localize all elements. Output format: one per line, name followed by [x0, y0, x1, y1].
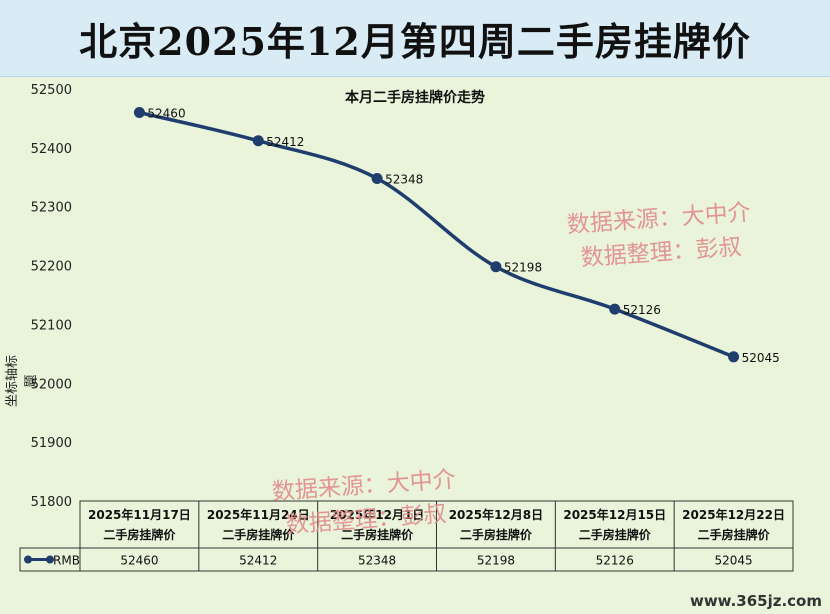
y-tick-label: 52000 — [31, 377, 72, 392]
data-point — [252, 135, 264, 147]
legend-marker — [24, 555, 32, 564]
site-watermark: www.365jz.com — [689, 592, 822, 610]
page-title: 北京2025年12月第四周二手房挂牌价 — [0, 0, 830, 77]
series-line — [137, 110, 736, 359]
x-tick-label-name: 二手房挂牌价 — [460, 527, 533, 542]
y-tick-label: 51800 — [31, 495, 72, 510]
x-tick-label-date: 2025年11月17日 — [88, 507, 191, 522]
y-tick-label: 52400 — [31, 142, 72, 157]
x-tick-label-name: 二手房挂牌价 — [103, 527, 176, 542]
data-label: 52412 — [266, 135, 304, 149]
y-tick-label: 52500 — [31, 83, 72, 98]
line-chart: 本月二手房挂牌价走势 51800 51900 52000 52100 52200 52300… — [19, 83, 794, 572]
chart-title: 本月二手房挂牌价走势 — [345, 89, 485, 106]
data-point — [371, 172, 383, 184]
x-tick-label-name: 二手房挂牌价 — [341, 527, 414, 542]
data-table-value: 52045 — [714, 554, 752, 568]
legend-marker — [46, 555, 54, 564]
data-table-value: 52412 — [239, 554, 277, 568]
data-table-value: 52348 — [358, 554, 396, 568]
y-tick-label: 52100 — [31, 318, 72, 333]
x-tick-label-name: 二手房挂牌价 — [698, 527, 771, 542]
data-table-value: 52198 — [477, 554, 515, 568]
data-label: 52198 — [504, 261, 542, 275]
data-label: 52348 — [385, 172, 423, 186]
x-tick-label-date: 2025年11月24日 — [207, 507, 310, 522]
x-tick-label-name: 二手房挂牌价 — [579, 527, 652, 542]
y-axis-title: 坐标轴标题 — [5, 355, 39, 408]
y-tick-label: 51900 — [31, 436, 72, 451]
legend-series-name: RMB — [53, 554, 80, 568]
y-tick-label: 52300 — [31, 201, 72, 216]
x-tick-label-date: 2025年12月8日 — [449, 507, 543, 522]
data-point — [133, 107, 145, 119]
data-point — [728, 351, 740, 363]
x-tick-label-date: 2025年12月15日 — [563, 507, 666, 522]
data-label: 52126 — [623, 303, 661, 317]
x-tick-label-date: 2025年12月22日 — [682, 507, 785, 522]
y-tick-label: 52200 — [31, 260, 72, 275]
x-tick-label-date: 2025年12月1日 — [330, 507, 424, 522]
data-point — [609, 303, 621, 315]
data-point — [490, 261, 502, 273]
data-label: 52045 — [742, 351, 780, 365]
x-tick-label-name: 二手房挂牌价 — [222, 527, 295, 542]
data-table-value: 52126 — [596, 554, 634, 568]
plot-panel: 本月二手房挂牌价走势 51800 51900 52000 52100 52200 52300… — [0, 77, 830, 614]
data-table-value: 52460 — [120, 554, 158, 568]
data-label: 52460 — [147, 107, 185, 121]
